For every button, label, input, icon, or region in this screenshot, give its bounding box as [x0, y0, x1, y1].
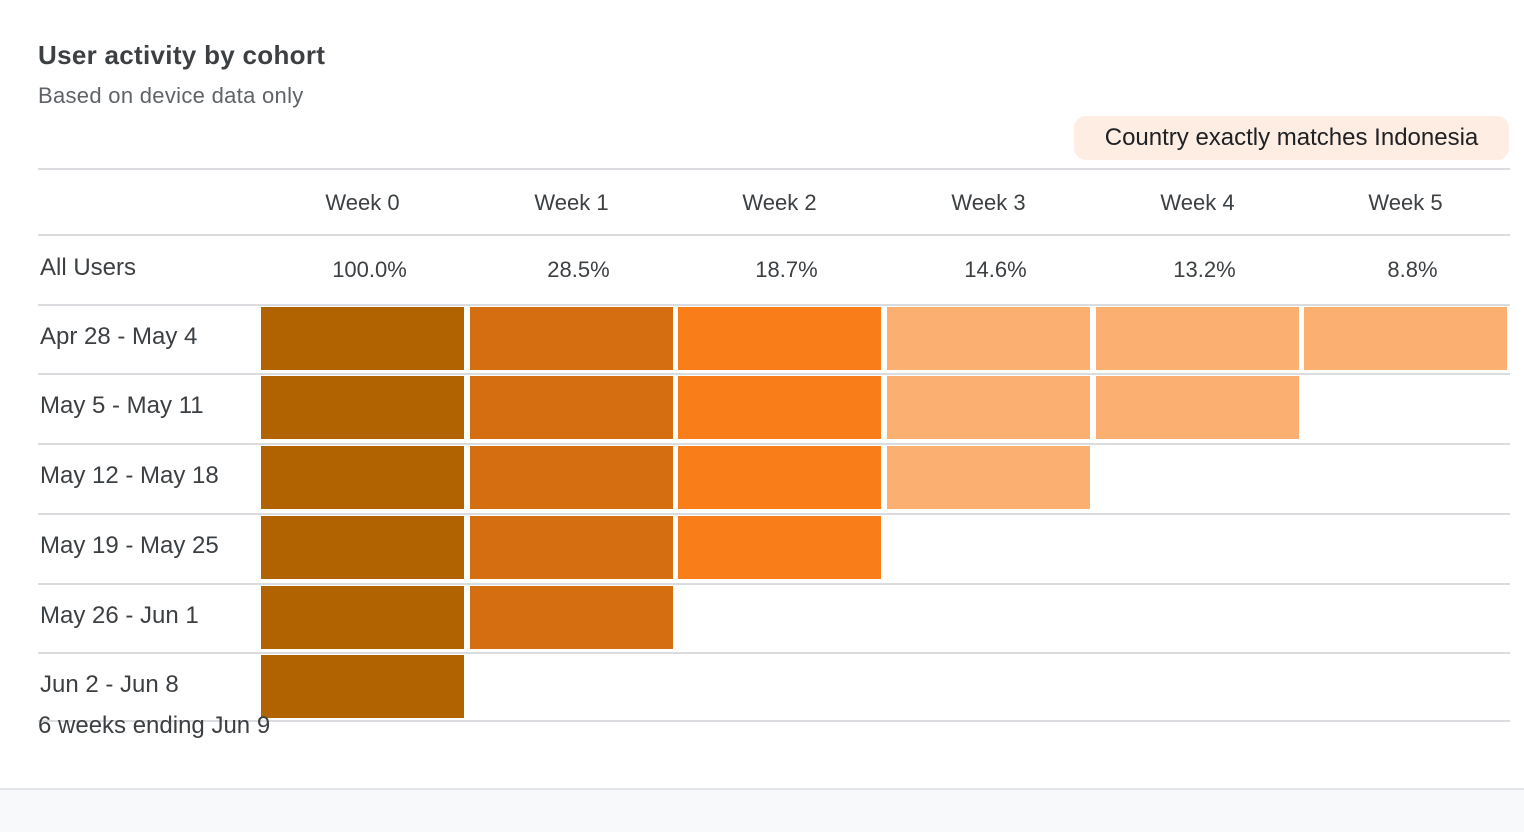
cohort-row-label: May 19 - May 25	[40, 532, 219, 559]
heatmap-cell[interactable]	[1304, 307, 1507, 370]
heatmap-cell[interactable]	[261, 376, 464, 439]
heatmap-cell[interactable]	[678, 516, 881, 579]
heatmap-cell[interactable]	[261, 516, 464, 579]
table-divider	[38, 720, 1510, 722]
column-header: Week 1	[534, 190, 609, 215]
column-header: Week 2	[742, 190, 817, 215]
column-header: Week 0	[325, 190, 400, 215]
heatmap-cell[interactable]	[261, 446, 464, 509]
table-divider	[38, 652, 1510, 654]
heatmap-cell[interactable]	[1096, 376, 1299, 439]
cohort-row-label: May 5 - May 11	[40, 392, 204, 419]
table-divider	[38, 513, 1510, 515]
heatmap-cell[interactable]	[470, 446, 673, 509]
filter-chip-label: Country exactly matches Indonesia	[1104, 124, 1479, 151]
heatmap-cell[interactable]	[678, 446, 881, 509]
cohort-row-label: May 12 - May 18	[40, 462, 219, 489]
heatmap-cell[interactable]	[470, 516, 673, 579]
footer-band	[0, 790, 1524, 832]
heatmap-cell[interactable]	[470, 376, 673, 439]
cohort-row-label: May 26 - Jun 1	[40, 602, 199, 629]
chart-title: User activity by cohort	[38, 40, 326, 70]
heatmap-cell[interactable]	[887, 376, 1090, 439]
heatmap-cell[interactable]	[261, 307, 464, 370]
heatmap-cell[interactable]	[470, 307, 673, 370]
table-divider	[38, 168, 1510, 170]
table-divider	[38, 234, 1510, 236]
heatmap-cell[interactable]	[261, 655, 464, 718]
heatmap-cell[interactable]	[678, 376, 881, 439]
summary-value: 28.5%	[547, 257, 610, 282]
summary-value: 14.6%	[964, 257, 1027, 282]
column-header: Week 4	[1160, 190, 1235, 215]
table-divider	[38, 304, 1510, 306]
summary-value: 8.8%	[1387, 257, 1438, 282]
cohort-row-label: Apr 28 - May 4	[40, 323, 198, 350]
heatmap-cell[interactable]	[678, 307, 881, 370]
summary-row-label: All Users	[40, 254, 137, 281]
filter-chip[interactable]: Country exactly matches Indonesia	[1074, 116, 1509, 160]
summary-value: 18.7%	[755, 257, 818, 282]
table-divider	[38, 443, 1510, 445]
heatmap-cell[interactable]	[261, 586, 464, 649]
cohort-row-label: Jun 2 - Jun 8	[40, 671, 179, 698]
heatmap-cell[interactable]	[470, 586, 673, 649]
table-divider	[38, 583, 1510, 585]
heatmap-cell[interactable]	[887, 307, 1090, 370]
heatmap-cell[interactable]	[887, 446, 1090, 509]
heatmap-cell[interactable]	[1096, 307, 1299, 370]
column-header: Week 3	[951, 190, 1026, 215]
summary-value: 13.2%	[1173, 257, 1236, 282]
chart-subtitle: Based on device data only	[38, 83, 304, 108]
date-range-footnote: 6 weeks ending Jun 9	[38, 712, 271, 739]
column-header: Week 5	[1368, 190, 1443, 215]
table-divider	[38, 373, 1510, 375]
summary-value: 100.0%	[332, 257, 407, 282]
